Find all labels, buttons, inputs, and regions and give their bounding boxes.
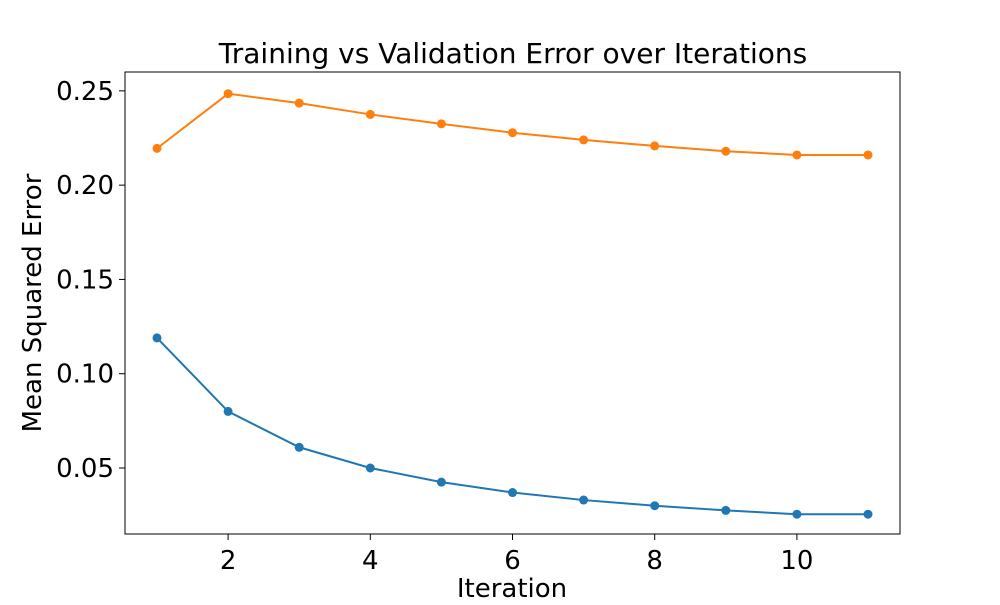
series-2-point (579, 135, 589, 145)
y-tick-label: 0.25 (56, 77, 114, 107)
series-2-point (863, 150, 873, 160)
series-1-line (156, 337, 868, 516)
x-tick-label: 4 (362, 546, 379, 576)
series-2-point (436, 119, 446, 129)
series-1-point (152, 333, 162, 343)
series-1-point (365, 463, 375, 473)
series-1-point (650, 501, 660, 511)
series-1-point (863, 509, 873, 519)
x-tick-label: 10 (780, 546, 813, 576)
y-tick-label: 0.05 (56, 454, 114, 484)
series-2-point (508, 128, 517, 138)
plot-area (152, 89, 873, 519)
series-2-point (223, 89, 233, 99)
series-2-point (294, 98, 304, 108)
y-tick-label: 0.15 (56, 265, 114, 295)
series-1-point (579, 495, 589, 505)
series-1-point (721, 505, 731, 515)
y-tick-label: 0.10 (56, 360, 114, 390)
series-1-point (294, 442, 304, 452)
series-1-point (508, 488, 517, 498)
x-tick-label: 2 (220, 546, 237, 576)
series-2-point (152, 143, 162, 153)
y-tick-label: 0.20 (56, 171, 114, 201)
x-axis-label: Iteration (457, 574, 567, 600)
series-2-point (721, 146, 731, 156)
series-2-line (156, 92, 868, 156)
series-2-point (650, 141, 660, 151)
series-2-point (792, 150, 802, 160)
plot-frame (124, 71, 901, 535)
series-2-point (365, 109, 375, 119)
chart-title: Training vs Validation Error over Iterat… (218, 37, 807, 70)
x-tick-label: 8 (646, 546, 663, 576)
series-1-point (436, 477, 446, 487)
series-1-point (792, 509, 802, 519)
y-axis-label: Mean Squared Error (18, 173, 48, 432)
x-tick-label: 6 (504, 546, 521, 576)
series-1-point (223, 406, 233, 416)
